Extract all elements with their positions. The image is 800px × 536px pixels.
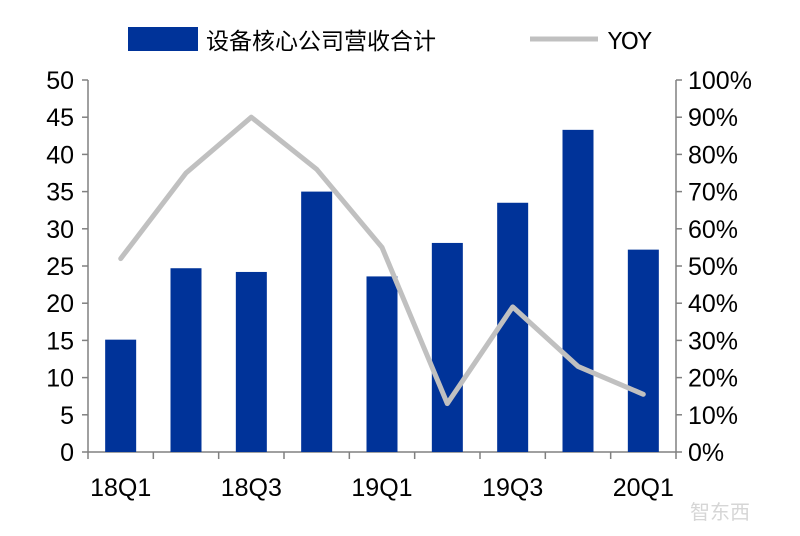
left-tick-label: 25 [46,253,74,281]
bar-18Q4 [301,191,333,452]
right-tick-label: 70% [688,179,738,207]
left-tick-label: 5 [60,402,74,430]
x-tick-label: 19Q3 [482,474,543,502]
bar-18Q2 [170,268,202,452]
left-tick-label: 15 [46,327,74,355]
x-axis-ticks: 18Q1 18Q3 19Q1 19Q3 20Q1 [90,474,674,502]
right-tick-label: 60% [688,216,738,244]
right-tick-label: 0% [688,439,724,467]
legend-swatch-revenue [128,27,198,51]
left-tick-label: 10 [46,365,74,393]
right-tick-label: 40% [688,290,738,318]
left-tick-label: 0 [60,439,74,467]
bar-18Q3 [235,271,267,452]
bar-series [105,129,659,452]
left-tick-label: 45 [46,104,74,132]
legend-label-yoy: YOY [607,29,653,55]
left-tick-label: 20 [46,290,74,318]
right-tick-label: 50% [688,253,738,281]
bar-19Q4 [562,129,594,452]
yoy-line-series [118,114,646,407]
bar-20Q1 [627,249,659,452]
right-tick-label: 80% [688,141,738,169]
left-tick-label: 35 [46,179,74,207]
left-axis-ticks: 0 5 10 15 20 25 30 35 40 45 50 [46,67,74,467]
right-tick-label: 10% [688,402,738,430]
right-axis-ticks: 0% 10% 20% 30% 40% 50% 60% 70% 80% 90% 100% [688,67,752,467]
bar-18Q1 [105,339,137,452]
bar-19Q3 [497,202,529,452]
bar-19Q2 [431,242,463,452]
x-tick-label: 19Q1 [351,474,412,502]
right-tick-label: 90% [688,104,738,132]
bar-19Q1 [366,276,398,452]
right-tick-label: 20% [688,365,738,393]
right-tick-label: 100% [688,67,752,95]
x-tick-label: 18Q1 [90,474,151,502]
x-tick-label: 18Q3 [221,474,282,502]
left-tick-label: 30 [46,216,74,244]
right-tick-label: 30% [688,327,738,355]
legend-label-revenue: 设备核心公司营收合计 [206,29,436,55]
x-tick-label: 20Q1 [613,474,674,502]
left-tick-label: 40 [46,141,74,169]
watermark: 智东西 [690,500,750,524]
legend: 设备核心公司营收合计 YOY [128,27,653,55]
left-tick-label: 50 [46,67,74,95]
